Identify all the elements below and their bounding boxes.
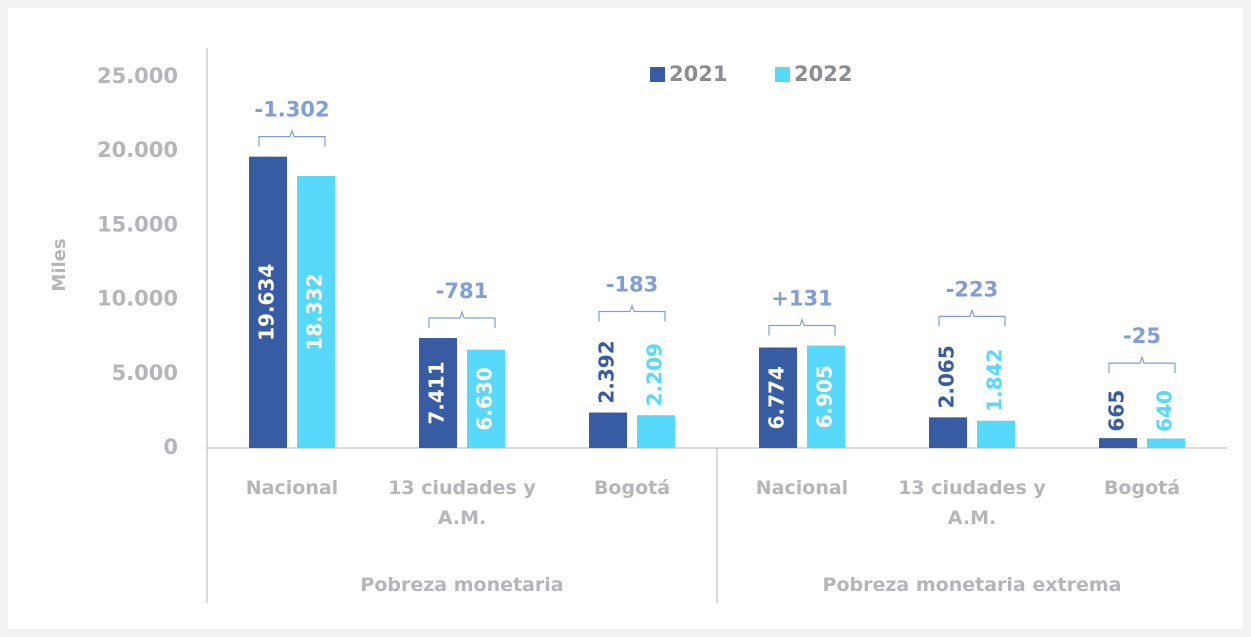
y-tick-label: 15.000 — [97, 212, 178, 236]
y-axis-label: Miles — [49, 238, 70, 291]
y-tick-label: 20.000 — [97, 138, 178, 162]
value-label: 6.774 — [765, 366, 789, 429]
value-label: 7.411 — [425, 361, 449, 424]
difference-label: -781 — [436, 279, 489, 303]
value-label: 1.842 — [983, 349, 1007, 412]
value-label: 2.392 — [595, 340, 619, 403]
legend-swatch — [650, 67, 665, 82]
legend-label: 2021 — [669, 62, 727, 86]
difference-label: -183 — [606, 273, 659, 297]
difference-label: -1.302 — [254, 98, 329, 122]
difference-label: -223 — [946, 277, 999, 301]
bar — [977, 420, 1015, 448]
bar — [1099, 438, 1137, 448]
bar — [419, 338, 457, 448]
difference-brace — [1108, 355, 1176, 374]
x-tick-label: Nacional — [755, 477, 849, 499]
value-label: 19.634 — [255, 264, 279, 341]
x-tick-label: Bogotá — [1103, 477, 1181, 499]
difference-brace — [768, 317, 836, 336]
y-tick-label: 5.000 — [112, 361, 178, 385]
value-label: 640 — [1153, 390, 1177, 432]
x-tick-label: 13 ciudades y A.M. — [388, 477, 536, 529]
bar — [467, 349, 505, 448]
group-label: Pobreza monetaria extrema — [822, 574, 1122, 596]
x-tick-label: 13 ciudades y A.M. — [898, 477, 1046, 529]
difference-brace — [938, 308, 1006, 327]
bar — [297, 175, 335, 448]
background — [8, 8, 1243, 629]
legend-swatch — [775, 67, 790, 82]
bar — [637, 415, 675, 448]
difference-label: +131 — [771, 287, 832, 311]
value-label: 665 — [1105, 390, 1129, 432]
x-tick-label: Bogotá — [593, 477, 671, 499]
difference-brace — [258, 128, 326, 147]
group-label: Pobreza monetaria — [360, 574, 564, 596]
value-label: 18.332 — [303, 273, 327, 350]
y-tick-label: 0 — [163, 435, 178, 459]
difference-label: -25 — [1123, 324, 1161, 348]
x-tick-label: Nacional — [245, 477, 339, 499]
bar — [589, 412, 627, 448]
value-label: 2.209 — [643, 343, 667, 406]
difference-brace — [598, 303, 666, 322]
y-tick-label: 25.000 — [97, 64, 178, 88]
legend-label: 2022 — [794, 62, 852, 86]
difference-brace — [428, 310, 496, 329]
y-tick-label: 10.000 — [97, 287, 178, 311]
bar — [759, 347, 797, 448]
value-label: 6.905 — [813, 365, 837, 428]
value-label: 2.065 — [935, 345, 959, 408]
bar — [249, 156, 287, 448]
bar — [929, 417, 967, 448]
value-label: 6.630 — [473, 367, 497, 430]
bar — [1147, 438, 1185, 448]
bar — [807, 345, 845, 448]
